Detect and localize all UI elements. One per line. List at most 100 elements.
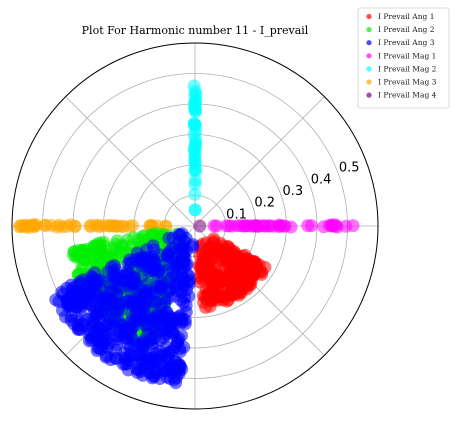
data-point xyxy=(136,334,150,347)
radial-tick-label: 0.3 xyxy=(283,184,304,199)
data-point xyxy=(84,280,98,294)
data-point xyxy=(189,93,203,107)
data-point xyxy=(339,219,353,233)
data-point xyxy=(221,257,235,271)
legend: I Prevail Ang 1 I Prevail Ang 2 I Prevail … xyxy=(357,7,450,109)
data-point xyxy=(87,247,101,261)
legend-label: I Prevail Ang 1 xyxy=(378,12,435,21)
data-point xyxy=(213,273,227,286)
radial-tick-label: 0.2 xyxy=(254,196,275,211)
data-point xyxy=(67,248,80,262)
data-point xyxy=(132,356,146,370)
data-point xyxy=(163,284,177,297)
data-point xyxy=(234,286,248,300)
data-point xyxy=(126,294,140,308)
data-point xyxy=(128,276,142,289)
data-point xyxy=(153,372,167,385)
data-point xyxy=(61,299,74,313)
data-point xyxy=(82,334,96,348)
data-point xyxy=(126,320,140,334)
data-point xyxy=(71,300,85,314)
data-point xyxy=(169,376,183,390)
data-point xyxy=(64,278,78,292)
legend-marker xyxy=(366,13,372,20)
legend-marker xyxy=(366,92,372,98)
data-point xyxy=(148,331,162,345)
data-point xyxy=(249,257,263,271)
data-point xyxy=(169,355,183,369)
data-point xyxy=(179,258,193,272)
legend-marker xyxy=(366,79,372,85)
data-point xyxy=(180,283,193,297)
legend-label: I Prevail Mag 2 xyxy=(378,64,437,73)
data-point xyxy=(138,299,151,313)
data-point xyxy=(207,219,221,233)
data-point xyxy=(151,354,165,368)
data-point xyxy=(80,291,94,304)
data-point xyxy=(119,351,133,365)
legend-label: I Prevail Mag 4 xyxy=(378,91,437,100)
data-point xyxy=(140,287,154,301)
data-point xyxy=(237,219,251,233)
data-point xyxy=(325,219,339,233)
data-point xyxy=(101,297,115,311)
data-point xyxy=(232,258,246,271)
data-point xyxy=(188,155,202,169)
data-point xyxy=(91,322,105,336)
radial-tick-label: 0.1 xyxy=(226,207,247,222)
data-point xyxy=(152,306,165,320)
legend-box xyxy=(357,7,450,109)
data-point xyxy=(106,219,120,233)
data-point xyxy=(164,311,178,325)
radial-tick-label: 0.5 xyxy=(339,161,360,176)
data-point xyxy=(196,244,210,258)
data-point xyxy=(94,334,108,348)
legend-marker xyxy=(366,66,372,72)
data-point xyxy=(143,366,157,380)
legend-label: I Prevail Mag 3 xyxy=(378,78,437,87)
data-point xyxy=(187,79,201,93)
angular-gridline xyxy=(194,96,325,227)
data-point xyxy=(113,281,127,295)
data-point xyxy=(166,231,180,245)
data-point xyxy=(201,287,215,301)
data-point xyxy=(92,220,106,234)
polar-frame xyxy=(11,42,379,410)
data-point xyxy=(139,251,153,265)
data-point xyxy=(67,317,81,331)
scatter-points xyxy=(13,79,360,390)
legend-marker xyxy=(366,27,372,33)
data-point xyxy=(176,239,190,253)
data-point xyxy=(278,219,292,233)
data-point xyxy=(123,340,137,354)
data-point xyxy=(161,263,175,277)
data-point xyxy=(121,257,135,271)
data-point xyxy=(212,254,225,268)
data-point xyxy=(188,177,202,191)
legend-label: I Prevail Ang 2 xyxy=(378,25,435,34)
data-point xyxy=(247,219,261,233)
data-point xyxy=(263,219,276,233)
data-point xyxy=(225,219,239,233)
data-point xyxy=(64,218,77,232)
data-point xyxy=(38,218,52,232)
data-point xyxy=(304,219,318,233)
data-point xyxy=(90,307,104,321)
data-point xyxy=(188,187,202,201)
radial-tick-labels: 0.1 0.2 0.3 0.4 0.5 xyxy=(226,161,359,223)
data-point xyxy=(50,220,64,234)
chart-title: Plot For Harmonic number 11 - I_prevail xyxy=(82,24,309,37)
data-point xyxy=(80,313,94,326)
data-point xyxy=(25,218,39,232)
data-point xyxy=(186,238,200,252)
data-point xyxy=(107,266,121,280)
data-point xyxy=(188,144,202,158)
data-point xyxy=(171,333,185,347)
data-point xyxy=(194,258,208,272)
data-point xyxy=(193,271,207,285)
data-point xyxy=(187,116,201,130)
legend-label: I Prevail Mag 1 xyxy=(378,51,436,60)
data-point xyxy=(193,219,207,233)
data-point xyxy=(147,243,161,257)
